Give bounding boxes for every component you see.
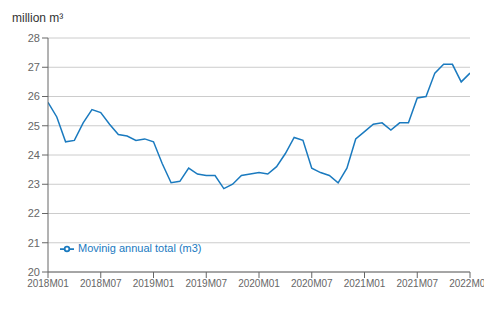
html-text:Movinig annual total (m3): Movinig annual total (m3): [78, 242, 202, 254]
svg-text:26: 26: [28, 90, 40, 102]
svg-text:20: 20: [28, 266, 40, 278]
svg-text:2019M01: 2019M01: [133, 278, 175, 289]
svg-text:2022M01: 2022M01: [449, 278, 484, 289]
svg-text:2019M07: 2019M07: [185, 278, 227, 289]
svg-text:24: 24: [28, 149, 40, 161]
svg-text:27: 27: [28, 61, 40, 73]
svg-text:22: 22: [28, 207, 40, 219]
svg-text:28: 28: [28, 32, 40, 44]
svg-text:2018M01: 2018M01: [27, 278, 69, 289]
svg-text:23: 23: [28, 178, 40, 190]
svg-text:21: 21: [28, 237, 40, 249]
svg-text:2021M01: 2021M01: [344, 278, 386, 289]
html-text:million m³: million m³: [12, 11, 64, 25]
svg-text:2018M07: 2018M07: [80, 278, 122, 289]
svg-text:2020M07: 2020M07: [291, 278, 333, 289]
svg-text:25: 25: [28, 120, 40, 132]
svg-text:2020M01: 2020M01: [238, 278, 280, 289]
svg-text:2021M07: 2021M07: [396, 278, 438, 289]
